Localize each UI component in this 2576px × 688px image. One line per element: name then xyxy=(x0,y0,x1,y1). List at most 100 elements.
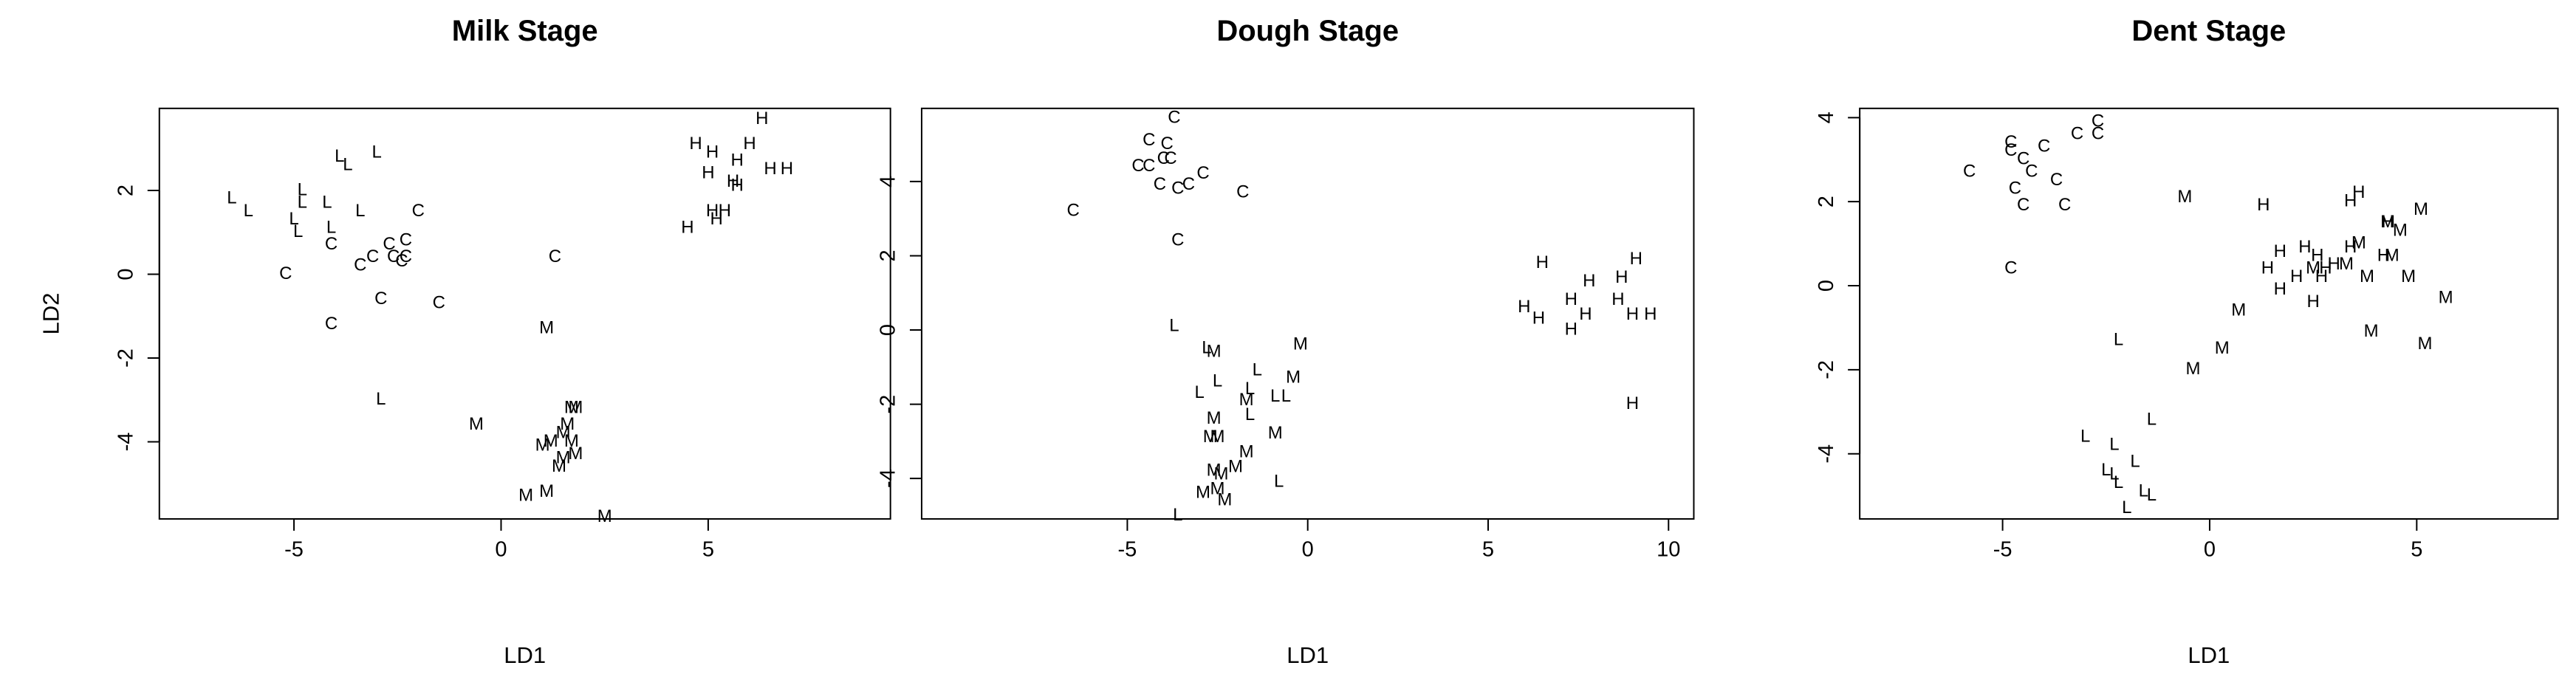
y-tick-label: -2 xyxy=(114,348,137,368)
point-marker: H xyxy=(764,159,776,179)
point-marker: M xyxy=(1239,441,1254,461)
point-marker: M xyxy=(2401,266,2416,286)
x-tick-label: 0 xyxy=(495,538,507,562)
point-marker: M xyxy=(560,414,575,434)
x-tick-label: -5 xyxy=(1993,538,2012,562)
point-marker: C xyxy=(400,230,412,250)
point-marker: L xyxy=(293,221,303,241)
point-marker: H xyxy=(1626,393,1639,413)
point-marker: H xyxy=(2274,241,2286,261)
x-tick-label: 10 xyxy=(1657,538,1680,562)
point-marker: M xyxy=(2364,321,2379,341)
point-marker: L xyxy=(2109,435,2119,455)
point-marker: M xyxy=(1293,334,1308,354)
point-marker: C xyxy=(2058,195,2071,215)
point-marker: L xyxy=(289,209,298,229)
point-marker: M xyxy=(2351,233,2366,252)
point-marker: H xyxy=(1630,249,1642,269)
y-tick-label: -4 xyxy=(114,433,137,452)
point-marker: C xyxy=(366,247,379,266)
point-marker: M xyxy=(1217,490,1232,510)
point-marker: H xyxy=(1565,289,1578,309)
x-tick-label: -5 xyxy=(284,538,304,562)
point-marker: L xyxy=(2130,451,2140,471)
point-marker: L xyxy=(343,154,352,174)
point-marker: M xyxy=(2231,300,2246,320)
point-marker: L xyxy=(2114,329,2123,349)
point-marker: M xyxy=(552,456,566,476)
point-marker: M xyxy=(568,444,583,464)
point-marker: L xyxy=(1169,315,1179,335)
point-marker: M xyxy=(568,397,583,417)
y-tick-label: 2 xyxy=(114,185,137,196)
point-marker: C xyxy=(1154,174,1166,194)
point-marker: M xyxy=(535,436,550,455)
point-marker: C xyxy=(1196,163,1209,183)
point-marker: H xyxy=(2319,258,2332,278)
point-marker: L xyxy=(298,192,307,212)
point-marker: M xyxy=(1286,368,1301,388)
point-marker: H xyxy=(730,151,743,171)
point-marker: M xyxy=(564,431,579,451)
point-marker: L xyxy=(2139,481,2148,500)
point-marker: M xyxy=(1228,456,1243,476)
point-marker: H xyxy=(2344,191,2357,211)
point-marker: C xyxy=(1171,178,1184,198)
x-tick-label: 5 xyxy=(2411,538,2422,562)
point-marker: H xyxy=(2290,266,2303,286)
point-marker: M xyxy=(2414,199,2428,219)
point-marker: C xyxy=(2004,132,2017,152)
point-marker: M xyxy=(2186,359,2201,379)
point-marker: C xyxy=(412,201,425,221)
point-marker: H xyxy=(710,209,722,229)
point-marker: M xyxy=(539,318,554,338)
point-marker: C xyxy=(1143,156,1155,176)
point-marker: L xyxy=(355,201,365,221)
point-marker: H xyxy=(2344,237,2357,257)
x-tick-label: -5 xyxy=(1118,538,1137,562)
point-marker: H xyxy=(743,134,756,154)
point-marker: L xyxy=(326,217,336,237)
point-marker: H xyxy=(1565,319,1578,339)
point-marker: H xyxy=(1583,271,1595,291)
point-marker: M xyxy=(1213,464,1228,484)
point-marker: H xyxy=(1615,267,1628,287)
point-marker: L xyxy=(1245,379,1255,399)
point-marker: L xyxy=(2114,472,2123,492)
point-marker: M xyxy=(2177,187,2192,207)
point-marker: L xyxy=(322,192,332,212)
point-marker: L xyxy=(2147,410,2157,430)
point-marker: H xyxy=(1532,308,1545,328)
point-marker: H xyxy=(2261,258,2274,278)
point-marker: C xyxy=(1164,148,1176,168)
point-marker: H xyxy=(706,201,719,221)
point-marker: H xyxy=(719,201,731,221)
point-marker: C xyxy=(400,247,412,266)
point-marker: M xyxy=(1210,479,1225,499)
point-marker: M xyxy=(1268,423,1283,443)
point-marker: H xyxy=(1644,304,1657,324)
point-marker: L xyxy=(244,201,253,221)
point-marker: L xyxy=(1245,405,1255,424)
y-tick-label: -2 xyxy=(877,395,900,414)
point-marker: C xyxy=(387,247,400,266)
point-marker: C xyxy=(2092,111,2104,131)
point-marker: L xyxy=(1281,386,1291,406)
point-marker: L xyxy=(1274,472,1284,492)
point-marker: C xyxy=(1143,130,1155,150)
point-marker: C xyxy=(1236,182,1249,202)
point-marker: C xyxy=(433,293,445,313)
point-marker: C xyxy=(1168,108,1180,128)
point-marker: M xyxy=(1207,342,1222,362)
point-marker: C xyxy=(1066,200,1079,220)
point-marker: M xyxy=(518,486,533,506)
point-marker: M xyxy=(2380,212,2395,232)
point-marker: C xyxy=(325,234,338,254)
point-marker: C xyxy=(2025,162,2038,182)
point-marker: H xyxy=(2352,182,2365,202)
point-marker: L xyxy=(1202,337,1211,357)
point-marker: C xyxy=(2009,178,2021,198)
plot-box xyxy=(920,107,1695,520)
point-marker: L xyxy=(335,146,344,166)
